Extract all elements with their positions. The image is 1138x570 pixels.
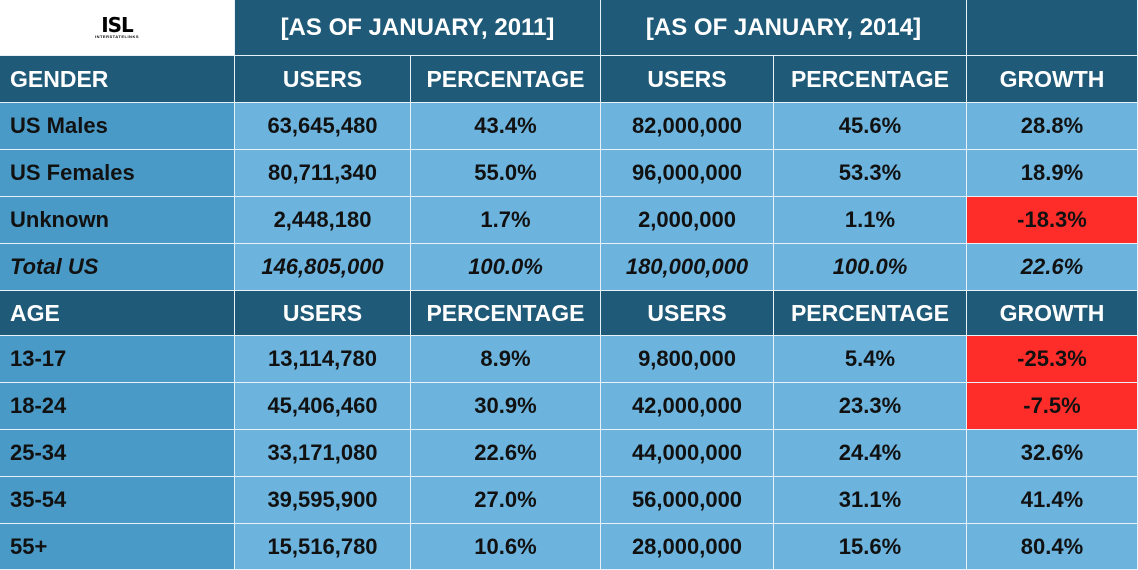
growth-cell: 32.6%: [967, 430, 1138, 477]
table-cell: 42,000,000: [601, 383, 774, 430]
table-cell: 39,595,900: [235, 477, 411, 524]
logo-cell: ISL INTERSTATELINKS: [0, 0, 235, 56]
logo-subtitle: INTERSTATELINKS: [94, 34, 140, 39]
table-cell: 45.6%: [774, 103, 967, 150]
table-cell: 27.0%: [411, 477, 601, 524]
row-label: US Males: [0, 103, 235, 150]
table-cell: 5.4%: [774, 336, 967, 383]
isl-logo: ISL INTERSTATELINKS: [94, 13, 140, 39]
title-row: ISL INTERSTATELINKS [AS OF JANUARY, 2011…: [0, 0, 1138, 56]
table-cell: 56,000,000: [601, 477, 774, 524]
table-cell: 44,000,000: [601, 430, 774, 477]
table-row: 25-34 33,171,080 22.6% 44,000,000 24.4% …: [0, 430, 1138, 477]
gender-header-row: GENDER USERS PERCENTAGE USERS PERCENTAGE…: [0, 56, 1138, 103]
column-header: GENDER: [0, 56, 235, 103]
table-cell: 23.3%: [774, 383, 967, 430]
table-row: US Males 63,645,480 43.4% 82,000,000 45.…: [0, 103, 1138, 150]
table-cell: 28,000,000: [601, 524, 774, 570]
blank-header: [967, 0, 1138, 56]
column-header: PERCENTAGE: [411, 56, 601, 103]
table-cell: 13,114,780: [235, 336, 411, 383]
column-header: USERS: [235, 291, 411, 336]
column-header: USERS: [601, 56, 774, 103]
table-cell: 96,000,000: [601, 150, 774, 197]
table-cell: 33,171,080: [235, 430, 411, 477]
column-header: GROWTH: [967, 56, 1138, 103]
age-header-row: AGE USERS PERCENTAGE USERS PERCENTAGE GR…: [0, 291, 1138, 336]
column-header: PERCENTAGE: [774, 56, 967, 103]
growth-cell: 41.4%: [967, 477, 1138, 524]
logo-mark: ISL: [101, 13, 134, 37]
row-label: 55+: [0, 524, 235, 570]
table-cell: 31.1%: [774, 477, 967, 524]
table-row: 35-54 39,595,900 27.0% 56,000,000 31.1% …: [0, 477, 1138, 524]
column-header: AGE: [0, 291, 235, 336]
row-label: 18-24: [0, 383, 235, 430]
row-label: 35-54: [0, 477, 235, 524]
column-header: USERS: [235, 56, 411, 103]
table-cell: 45,406,460: [235, 383, 411, 430]
table-cell: 8.9%: [411, 336, 601, 383]
table-cell: 82,000,000: [601, 103, 774, 150]
table-cell: 100.0%: [411, 244, 601, 291]
table-cell: 22.6%: [411, 430, 601, 477]
row-label: Total US: [0, 244, 235, 291]
table-row: 13-17 13,114,780 8.9% 9,800,000 5.4% -25…: [0, 336, 1138, 383]
table-row: Unknown 2,448,180 1.7% 2,000,000 1.1% -1…: [0, 197, 1138, 244]
table-cell: 55.0%: [411, 150, 601, 197]
table-cell: 80,711,340: [235, 150, 411, 197]
row-label: Unknown: [0, 197, 235, 244]
total-row: Total US 146,805,000 100.0% 180,000,000 …: [0, 244, 1138, 291]
table-cell: 43.4%: [411, 103, 601, 150]
column-header: PERCENTAGE: [411, 291, 601, 336]
table-cell: 1.1%: [774, 197, 967, 244]
table-cell: 180,000,000: [601, 244, 774, 291]
table-row: 18-24 45,406,460 30.9% 42,000,000 23.3% …: [0, 383, 1138, 430]
row-label: 25-34: [0, 430, 235, 477]
growth-cell: 28.8%: [967, 103, 1138, 150]
row-label: 13-17: [0, 336, 235, 383]
table-row: US Females 80,711,340 55.0% 96,000,000 5…: [0, 150, 1138, 197]
row-label: US Females: [0, 150, 235, 197]
table-cell: 63,645,480: [235, 103, 411, 150]
table-cell: 9,800,000: [601, 336, 774, 383]
growth-cell-negative: -18.3%: [967, 197, 1138, 244]
table-cell: 2,000,000: [601, 197, 774, 244]
growth-cell: 18.9%: [967, 150, 1138, 197]
table-cell: 53.3%: [774, 150, 967, 197]
table-cell: 10.6%: [411, 524, 601, 570]
column-header: GROWTH: [967, 291, 1138, 336]
growth-cell: 80.4%: [967, 524, 1138, 570]
table-cell: 30.9%: [411, 383, 601, 430]
table-cell: 100.0%: [774, 244, 967, 291]
table-cell: 146,805,000: [235, 244, 411, 291]
table-row: 55+ 15,516,780 10.6% 28,000,000 15.6% 80…: [0, 524, 1138, 570]
table-cell: 15,516,780: [235, 524, 411, 570]
growth-cell-negative: -7.5%: [967, 383, 1138, 430]
table-cell: 1.7%: [411, 197, 601, 244]
table-cell: 15.6%: [774, 524, 967, 570]
column-header: PERCENTAGE: [774, 291, 967, 336]
growth-cell: 22.6%: [967, 244, 1138, 291]
period-2014-header: [AS OF JANUARY, 2014]: [601, 0, 967, 56]
table-cell: 24.4%: [774, 430, 967, 477]
growth-cell-negative: -25.3%: [967, 336, 1138, 383]
table-cell: 2,448,180: [235, 197, 411, 244]
period-2011-header: [AS OF JANUARY, 2011]: [235, 0, 601, 56]
column-header: USERS: [601, 291, 774, 336]
